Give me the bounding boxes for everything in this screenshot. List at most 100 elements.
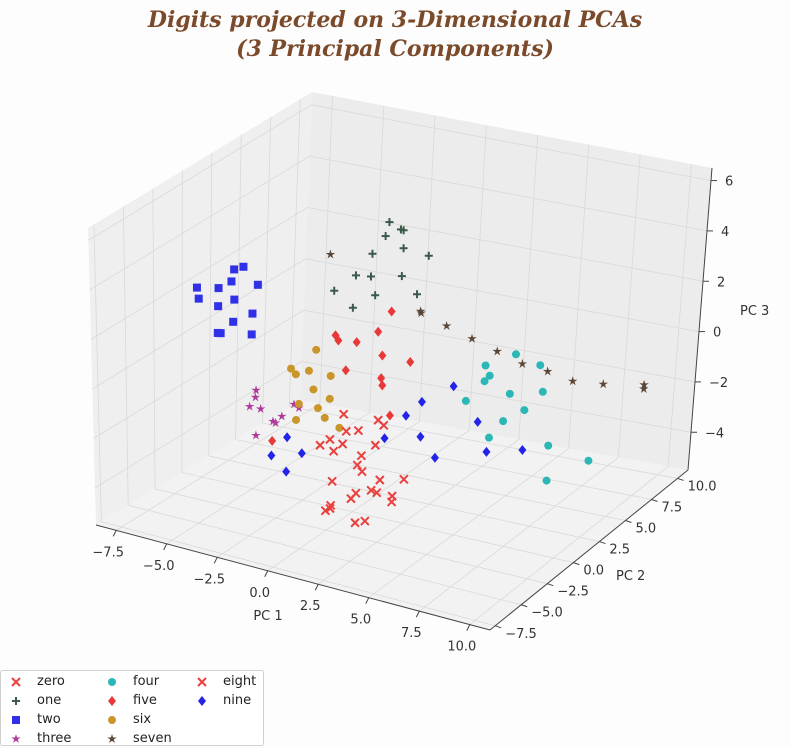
- point-three: [268, 416, 278, 426]
- side-pane: [88, 92, 312, 525]
- y-tick: [495, 625, 502, 629]
- y-axis-label: PC 2: [616, 569, 645, 584]
- point-six: [320, 413, 329, 422]
- point-one: [371, 291, 380, 300]
- x-axis-line: [95, 524, 491, 631]
- point-four: [511, 350, 520, 359]
- axis-ticks: −7.5 −5.0 −2.5 0.0 2.5 5.0 7.5 10.0 −7.5 −5.0 −2.5…: [92, 167, 733, 655]
- z-axis-line: [687, 167, 713, 471]
- point-seven: [492, 346, 502, 356]
- point-one: [399, 226, 408, 235]
- grid-line-y: [208, 152, 600, 542]
- legend-marker-shape: [108, 678, 116, 686]
- point-four: [505, 389, 514, 398]
- z-tick-label: 6: [725, 175, 733, 190]
- y-tick: [573, 562, 580, 566]
- legend-label: four: [133, 674, 160, 689]
- point-eight: [370, 440, 381, 450]
- grid-line-y: [288, 99, 678, 479]
- axes-panes: [88, 92, 712, 630]
- point-six: [287, 364, 296, 373]
- y-tick: [547, 583, 554, 587]
- point-three: [251, 430, 261, 440]
- point-one: [330, 286, 339, 295]
- point-zero: [327, 476, 337, 486]
- legend-marker-shape: [11, 734, 21, 744]
- point-nine: [380, 433, 389, 444]
- legend: zero one two three four five six seven eight nine: [0, 670, 264, 746]
- point-five: [352, 337, 361, 348]
- point-six: [313, 404, 322, 413]
- y-tick-label: 2.5: [609, 543, 630, 558]
- point-six: [309, 385, 318, 394]
- point-nine: [449, 381, 458, 392]
- z-tick-label: 2: [717, 275, 725, 290]
- point-four: [499, 417, 508, 426]
- legend-marker-shape: [108, 716, 116, 724]
- point-six: [335, 423, 344, 432]
- point-seven: [598, 379, 609, 389]
- point-eight: [315, 440, 325, 450]
- point-two: [230, 295, 239, 304]
- point-four: [544, 441, 553, 450]
- point-two: [214, 284, 223, 293]
- point-two: [227, 277, 236, 286]
- legend-marker-nine: [198, 696, 206, 706]
- grid-line-z: [89, 155, 708, 291]
- point-two: [216, 329, 225, 338]
- point-seven: [517, 358, 528, 368]
- point-nine: [297, 448, 306, 459]
- grid-line-x: [368, 144, 590, 599]
- chart-title-line-1: Digits projected on 3-Dimensional PCAs: [147, 7, 643, 33]
- x-tick-label: −5.0: [143, 559, 175, 574]
- point-eight: [338, 409, 349, 419]
- legend-label: six: [133, 712, 152, 727]
- point-three: [250, 392, 261, 402]
- point-zero: [372, 488, 382, 498]
- point-seven: [639, 383, 649, 393]
- point-two: [247, 330, 256, 339]
- point-one: [399, 244, 408, 253]
- point-zero: [357, 466, 367, 477]
- legend-marker-one: [12, 697, 20, 705]
- legend-marker-two: [12, 716, 20, 724]
- y-tick-label: −2.5: [557, 585, 589, 600]
- point-nine: [482, 446, 491, 457]
- point-five: [268, 435, 277, 446]
- legend-label: seven: [133, 731, 172, 746]
- legend-label: zero: [37, 674, 65, 689]
- grid-line-y: [93, 224, 496, 627]
- point-zero: [320, 506, 331, 516]
- x-tick-label: −2.5: [193, 572, 225, 587]
- floor-pane: [96, 400, 688, 630]
- point-three: [270, 417, 281, 427]
- chart-title-line-2: (3 Principal Components): [236, 36, 554, 62]
- legend-marker-shape: [198, 696, 206, 706]
- legend-marker-shape: [197, 677, 207, 687]
- legend-label: three: [37, 731, 72, 746]
- x-tick: [264, 570, 269, 577]
- point-four: [520, 406, 529, 415]
- point-two: [229, 317, 238, 326]
- x-tick: [213, 557, 218, 564]
- x-tick-label: −7.5: [92, 545, 124, 560]
- grid-line-x: [419, 154, 641, 612]
- grid-line-x: [318, 134, 539, 585]
- y-tick-label: 5.0: [635, 522, 656, 537]
- point-one: [397, 272, 406, 281]
- point-eight: [379, 420, 389, 431]
- point-five: [377, 373, 386, 384]
- z-tick-label: 0: [713, 326, 721, 341]
- grid-line-z: [92, 258, 700, 390]
- x-tick-label: 5.0: [350, 613, 371, 628]
- grid-lines: [88, 95, 712, 627]
- x-tick: [163, 543, 168, 551]
- x-tick: [365, 597, 370, 604]
- grid-line-x: [469, 164, 692, 625]
- back-pane: [300, 92, 712, 470]
- point-five: [374, 326, 383, 337]
- point-seven: [542, 366, 553, 376]
- point-nine: [518, 445, 527, 456]
- point-four: [538, 387, 547, 396]
